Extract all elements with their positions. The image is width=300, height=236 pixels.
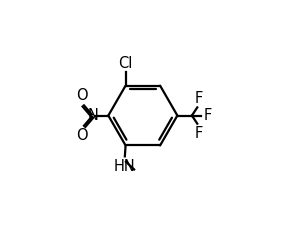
Text: F: F	[204, 108, 212, 123]
Text: F: F	[194, 91, 202, 105]
Text: Cl: Cl	[118, 56, 133, 71]
Text: HN: HN	[113, 159, 135, 173]
Text: N: N	[87, 108, 98, 123]
Text: O: O	[76, 88, 88, 103]
Text: F: F	[194, 126, 202, 140]
Text: O: O	[76, 128, 88, 143]
